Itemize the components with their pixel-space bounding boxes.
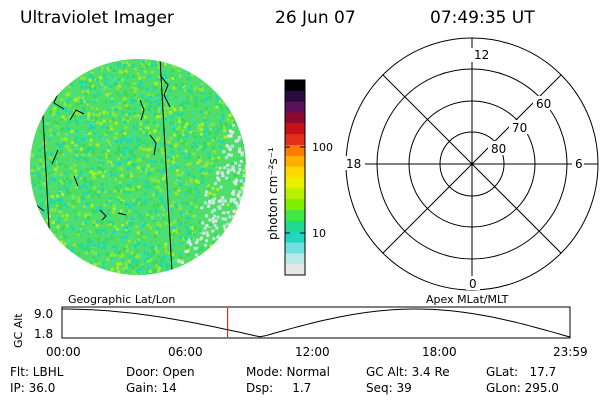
door-info: Door: Open: [126, 365, 195, 379]
x-tick-2359: 23:59: [553, 345, 588, 359]
colorbar: 100 10 photon cm⁻²s⁻¹: [266, 79, 333, 276]
mode-info: Mode: Normal: [246, 365, 330, 379]
glat-info: GLat: 17.7: [486, 365, 557, 379]
glon-info: GLon: 295.0: [486, 381, 559, 395]
x-tick-0600: 06:00: [168, 345, 203, 359]
mlt-label-12: 12: [474, 48, 489, 62]
uv-image-disc: [30, 59, 246, 275]
y-tick-max: 9.0: [34, 307, 53, 321]
y-axis-label: GC Alt: [12, 313, 25, 348]
filter-info: Flt: LBHL: [10, 365, 64, 379]
x-tick-1200: 12:00: [295, 345, 330, 359]
colorbar-tick-10: 10: [312, 227, 326, 240]
colorbar-unit-label: photon cm⁻²s⁻¹: [266, 147, 280, 240]
gain-info: Gain: 14: [126, 381, 177, 395]
lat-label-80: 80: [491, 142, 506, 156]
x-tick-0000: 00:00: [46, 345, 81, 359]
gc-alt-info: GC Alt: 3.4 Re: [366, 365, 450, 379]
meridian-line: [159, 59, 173, 273]
altitude-curve: [62, 308, 571, 338]
date-label: 26 Jun 07: [275, 8, 356, 28]
coastline-outline: [35, 74, 171, 221]
y-tick-min: 1.8: [34, 327, 53, 341]
timeline-right-label: Apex MLat/MLT: [426, 293, 509, 306]
lat-label-70: 70: [512, 121, 527, 135]
dsp-info: Dsp: 1.7: [246, 381, 312, 395]
mlt-label-0: 0: [469, 277, 477, 291]
polar-grid: [345, 37, 599, 291]
colorbar-tick-100: 100: [312, 141, 333, 154]
mlt-label-6: 6: [575, 157, 583, 171]
seq-info: Seq: 39: [366, 381, 412, 395]
altitude-timeline: Geographic Lat/Lon Apex MLat/MLT GC Alt …: [12, 293, 588, 359]
x-tick-1800: 18:00: [422, 345, 457, 359]
ip-info: IP: 36.0: [10, 381, 56, 395]
timeline-left-label: Geographic Lat/Lon: [68, 293, 175, 306]
instrument-title: Ultraviolet Imager: [20, 8, 174, 28]
lat-label-60: 60: [536, 97, 551, 111]
time-label: 07:49:35 UT: [430, 8, 535, 28]
mlt-label-18: 18: [346, 157, 361, 171]
